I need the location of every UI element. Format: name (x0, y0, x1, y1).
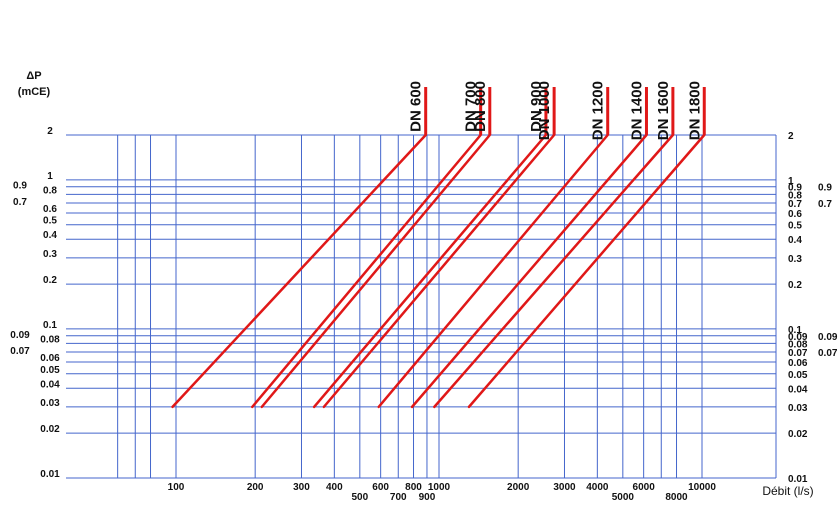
y-tick-label: 0.06 (40, 353, 60, 364)
y-tick-label: 0.5 (788, 221, 802, 232)
y-tick-labels-right: 210.9 0.90.80.7 0.70.60.50.40.30.20.10.09 0… (788, 131, 838, 485)
series-label: DN 1000 (536, 81, 553, 140)
y-tick-label: 0.04 (40, 379, 60, 390)
x-tick-label: 2000 (507, 482, 530, 493)
x-axis-label: Débit (l/s) (762, 484, 813, 498)
x-tick-label: 500 (351, 492, 368, 503)
y-tick-labels-left: 2 1 0.9 0.8 0.7 0.60.5 0.4 0.3 0.2 0.1 0.09 0.08 0.0… (10, 126, 60, 480)
x-tick-label: 100 (168, 482, 185, 493)
series-line (410, 133, 648, 409)
series-label: DN 900 (528, 81, 545, 132)
y-tick-label: 2 (47, 126, 53, 137)
y-tick-label: 0.08 (788, 339, 808, 350)
y-tick-label: 0.7 (13, 197, 27, 208)
x-tick-label: 900 (419, 492, 436, 503)
y-axis-label-line1: ΔP (26, 70, 41, 82)
series-label: DN 600 (408, 81, 425, 132)
y-tick-label: 0.01 (40, 469, 60, 480)
y-tick-label: 0.05 (40, 365, 60, 376)
y-tick-label: 0.09 (10, 330, 30, 341)
x-tick-label: 6000 (633, 482, 656, 493)
x-tick-label: 3000 (553, 482, 576, 493)
y-tick-label: 0.5 (43, 216, 57, 227)
x-tick-label: 600 (372, 482, 389, 493)
y-tick-label: 0.02 (788, 429, 808, 440)
y-tick-label: 0.1 (43, 320, 57, 331)
x-tick-label: 300 (293, 482, 310, 493)
y-tick-label: 0.9 (818, 183, 832, 194)
y-tick-label: 0.7 (818, 199, 832, 210)
y-tick-label: 0.7 (788, 199, 802, 210)
y-tick-label: 0.2 (788, 280, 802, 291)
y-tick-label: 0.03 (788, 403, 808, 414)
series-label: DN 800 (472, 81, 489, 132)
series-label: DN 1600 (655, 81, 672, 140)
y-tick-label: 0.1 (788, 325, 802, 336)
series-line (312, 133, 548, 409)
y-tick-label: 0.05 (788, 370, 808, 381)
series-line (171, 133, 427, 409)
y-tick-label: 0.04 (788, 384, 808, 395)
y-tick-label: 0.09 (788, 332, 808, 343)
series-line (467, 133, 706, 409)
series-label: DN 1400 (628, 81, 645, 140)
y-tick-label: 0.3 (43, 249, 57, 260)
series-line (260, 133, 492, 409)
series-label: DN 1200 (590, 81, 607, 140)
x-tick-label: 1000 (428, 482, 451, 493)
y-tick-label: 0.09 (818, 332, 838, 343)
y-tick-label: 0.6 (788, 209, 802, 220)
y-tick-label: 0.9 (13, 181, 27, 192)
y-tick-label: 0.8 (43, 185, 57, 196)
y-tick-label: 1 (788, 176, 794, 187)
y-tick-label: 0.8 (788, 190, 802, 201)
y-tick-label: 1 (47, 171, 53, 182)
x-tick-label: 5000 (612, 492, 635, 503)
y-tick-label: 0.2 (43, 275, 57, 286)
x-tick-label: 400 (326, 482, 343, 493)
y-tick-label: 0.4 (43, 230, 57, 241)
series-label: DN 1800 (686, 81, 703, 140)
series-line (377, 133, 609, 409)
series-label: DN 700 (463, 81, 480, 132)
y-tick-label: 0.08 (40, 334, 60, 345)
x-tick-labels: 100 200 300 400 600 800 1000 2000 3000 4000 6000 10… (168, 482, 717, 503)
y-tick-label: 0.03 (40, 398, 60, 409)
x-tick-label: 4000 (586, 482, 609, 493)
x-gridlines (117, 135, 777, 478)
y-tick-label: 0.3 (788, 254, 802, 265)
x-tick-label: 10000 (688, 482, 716, 493)
x-tick-label: 8000 (665, 492, 688, 503)
x-tick-label: 700 (390, 492, 407, 503)
y-tick-label: 0.4 (788, 235, 802, 246)
y-gridlines (66, 134, 776, 479)
series-line (251, 133, 482, 409)
x-tick-label: 800 (405, 482, 422, 493)
y-tick-label: 0.07 (788, 348, 808, 359)
y-tick-label: 0.6 (43, 204, 57, 215)
y-tick-label: 0.07 (818, 348, 838, 359)
y-tick-label: 2 (788, 131, 794, 142)
y-tick-label: 0.02 (40, 424, 60, 435)
y-tick-label: 0.01 (788, 474, 808, 485)
x-tick-label: 200 (247, 482, 264, 493)
y-tick-label: 0.06 (788, 358, 808, 369)
y-tick-label: 0.9 (788, 183, 802, 194)
y-axis-label-line2: (mCE) (18, 86, 51, 98)
y-tick-label: 0.07 (10, 346, 30, 357)
series-line (433, 133, 675, 409)
series-line (322, 133, 556, 409)
